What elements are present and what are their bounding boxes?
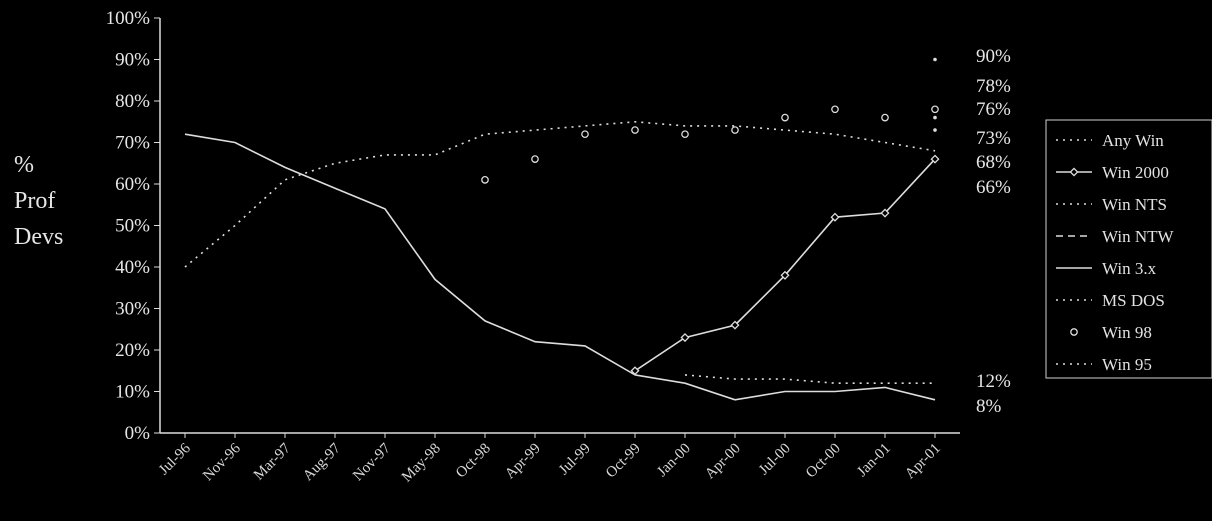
data-point-win-nts — [933, 115, 937, 120]
data-point-win-98 — [681, 130, 689, 139]
y-tick-label: 70% — [115, 133, 150, 154]
y-axis-label-line-1: % — [14, 152, 34, 178]
y-tick-label: 80% — [115, 91, 150, 112]
data-point-win-98 — [481, 176, 489, 184]
legend-label: Any Win — [1102, 131, 1164, 150]
series-win-nts — [933, 115, 937, 120]
y-tick-label: 60% — [115, 174, 150, 195]
data-point-win-2000 — [830, 212, 840, 222]
legend-label: Win 2000 — [1102, 163, 1169, 182]
series-line-win-95 — [184, 120, 936, 268]
y-tick-label: 40% — [115, 257, 150, 278]
data-point-win-2000 — [680, 333, 690, 343]
data-point-win-2000 — [880, 208, 890, 218]
series-any-win — [933, 57, 937, 62]
legend-marker — [1070, 328, 1078, 336]
data-point-win-2000 — [930, 154, 940, 164]
y-tick-label: 0% — [125, 423, 151, 444]
series-win-ntw — [933, 128, 937, 132]
legend: Any Win Win 2000 Win NTS Win NTW Win 3.x MS D… — [1045, 119, 1212, 379]
y-tick-label: 10% — [115, 382, 150, 403]
data-point-win-98 — [781, 113, 789, 122]
end-label-ms-dos: 12% — [976, 371, 1011, 392]
legend-item-win-2000: Win 2000 — [1056, 163, 1169, 182]
data-point-win-98 — [931, 105, 939, 114]
y-tick-label: 100% — [106, 8, 151, 29]
series-win-95 — [184, 120, 936, 268]
legend-label: MS DOS — [1102, 291, 1165, 310]
legend-label: Win 95 — [1102, 355, 1152, 374]
data-point-win-98 — [831, 105, 839, 114]
legend-item-win-nts: Win NTS — [1056, 195, 1167, 214]
y-tick-label: 20% — [115, 340, 150, 361]
legend-item-win-98: Win 98 — [1070, 323, 1152, 342]
data-point-win-ntw — [933, 128, 937, 132]
y-axis-label-line-2: Prof — [14, 188, 55, 214]
legend-marker — [1069, 167, 1079, 177]
legend-item-win-95: Win 95 — [1056, 355, 1152, 374]
legend-label: Win NTS — [1102, 195, 1167, 214]
data-point-win-2000 — [730, 320, 740, 330]
y-tick-label: 50% — [115, 216, 150, 237]
data-point-win-98 — [531, 155, 539, 163]
legend-label: Win 3.x — [1102, 259, 1157, 278]
data-point-win-98 — [881, 113, 889, 122]
end-label-win-3x: 8% — [976, 396, 1002, 417]
data-point-win-98 — [731, 126, 739, 134]
legend-item-ms-dos: MS DOS — [1056, 291, 1165, 310]
legend-box — [1045, 119, 1212, 379]
end-label-any-win: 90% — [976, 46, 1011, 67]
end-label-win-95: 68% — [976, 152, 1011, 173]
legend-item-any-win: Any Win — [1056, 131, 1164, 150]
legend-item-win-ntw: Win NTW — [1056, 227, 1174, 246]
end-label-win-ntw: 73% — [976, 128, 1011, 149]
series-line-win-3-x — [184, 133, 936, 401]
y-ticks: 0% 10% 20% 30% 40% 50% 60% 70% 80% 90% 100% — [106, 8, 160, 444]
end-labels: 90% 78% 76% 73% 68% 66% 12% 8% — [976, 46, 1011, 417]
y-axis-label-line-3: Devs — [14, 224, 63, 250]
y-tick-label: 30% — [115, 299, 150, 320]
legend-items: Any Win Win 2000 Win NTS Win NTW Win 3.x MS D… — [1056, 131, 1174, 374]
legend-item-win-3-x: Win 3.x — [1056, 259, 1157, 278]
y-tick-label: 90% — [115, 50, 150, 71]
end-label-win-nts: 76% — [976, 99, 1011, 120]
legend-label: Win NTW — [1102, 227, 1174, 246]
data-point-win-98 — [631, 126, 639, 134]
data-point-win-98 — [581, 130, 589, 139]
data-point-any-win — [933, 57, 937, 62]
series-layer — [184, 57, 940, 401]
legend-label: Win 98 — [1102, 323, 1152, 342]
series-win-3-x — [184, 133, 936, 401]
end-label-win-98: 78% — [976, 76, 1011, 97]
end-label-win-2000: 66% — [976, 177, 1011, 198]
series-win-98 — [481, 105, 939, 184]
data-point-win-2000 — [780, 270, 790, 280]
